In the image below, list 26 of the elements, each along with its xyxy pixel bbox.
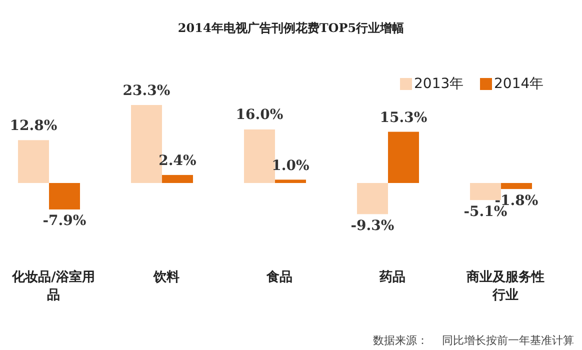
bar — [501, 183, 532, 190]
category: 化妆品/浴室用品 — [10, 268, 96, 304]
bar — [49, 183, 80, 210]
value-label: 16.0% — [234, 107, 284, 124]
bar — [388, 132, 419, 183]
value-label: 15.3% — [378, 110, 428, 126]
bar — [244, 129, 275, 183]
bar — [18, 140, 49, 183]
value-label: 12.8% — [8, 118, 58, 134]
annotation: 数据来源： — [373, 334, 428, 347]
bar — [162, 174, 193, 183]
bar — [275, 180, 306, 183]
value-label: -9.3% — [350, 218, 396, 234]
title: 2014年电视广告刊例花费TOP5行业增幅 — [176, 20, 406, 37]
value-label: -7.9% — [42, 213, 88, 230]
bar — [357, 183, 388, 214]
legend: 2013年 — [414, 75, 464, 93]
category: 药品 — [378, 269, 406, 286]
annotation: 同比增长按前一年基准计算 — [442, 334, 574, 347]
category: 饮料 — [152, 269, 180, 286]
value-label: 1.0% — [270, 158, 310, 174]
category: 食品 — [266, 269, 294, 286]
category: 商业及服务性行业 — [466, 268, 546, 304]
value-label: 23.3% — [122, 83, 172, 99]
legend: 2014年 — [494, 75, 544, 93]
value-label: 2.4% — [158, 152, 198, 169]
